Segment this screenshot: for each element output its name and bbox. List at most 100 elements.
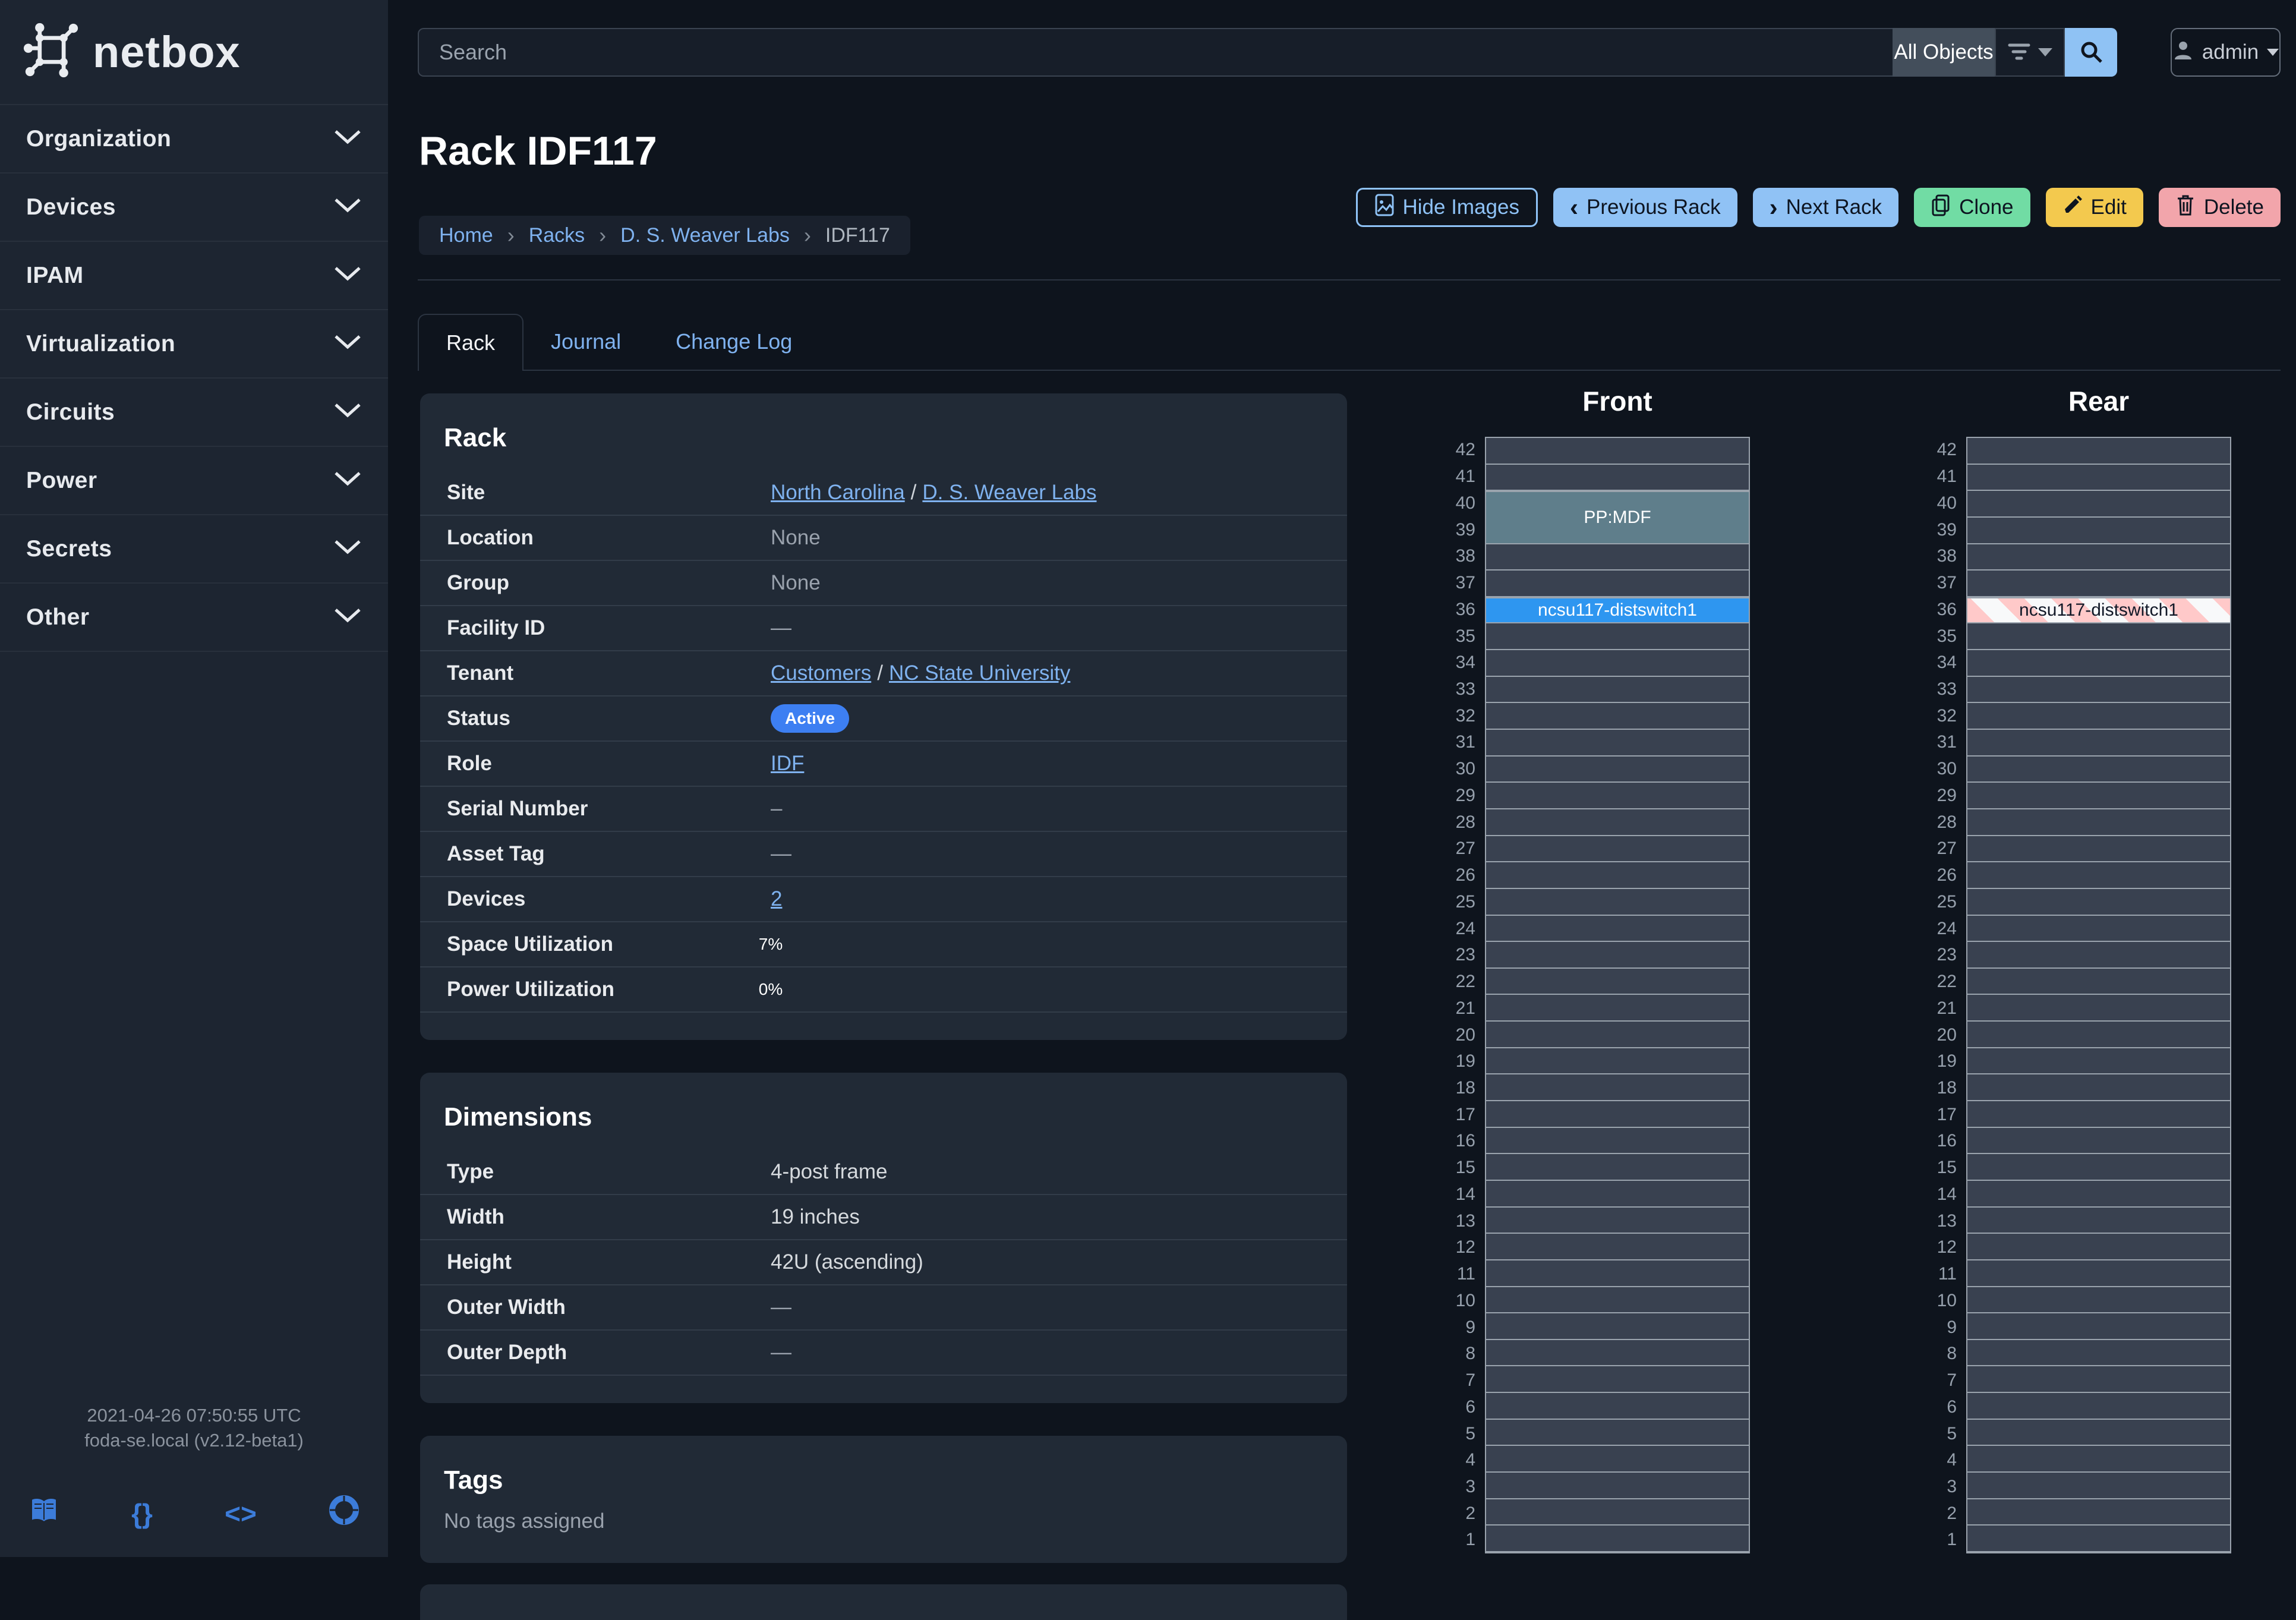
sidebar-footer: 2021-04-26 07:50:55 UTC foda-se.local (v… <box>0 1403 388 1557</box>
rack-unit-slot <box>1486 783 1749 809</box>
support-lifebuoy-icon[interactable] <box>329 1495 359 1532</box>
field-row-space-utilization: Space Utilization 7% <box>420 922 1347 967</box>
unit-number: 27 <box>1928 836 1966 862</box>
unit-number: 19 <box>1928 1048 1966 1075</box>
edit-button[interactable]: Edit <box>2046 188 2143 227</box>
unit-number: 33 <box>1928 676 1966 703</box>
sidebar-item-devices[interactable]: Devices <box>0 174 388 242</box>
sidebar-item-label: Devices <box>26 194 116 220</box>
tab-change-log[interactable]: Change Log <box>648 314 819 370</box>
chevron-right-icon: › <box>1770 195 1778 220</box>
field-row-serial-number: Serial Number – <box>420 787 1347 832</box>
search-submit-button[interactable] <box>2065 28 2117 77</box>
unit-number: 30 <box>1447 756 1485 783</box>
breadcrumb-site-link[interactable]: D. S. Weaver Labs <box>620 224 790 247</box>
sidebar-item-virtualization[interactable]: Virtualization <box>0 310 388 379</box>
clone-button[interactable]: Clone <box>1914 188 2030 227</box>
rack-unit-slot <box>1967 1128 2230 1155</box>
docs-book-icon[interactable] <box>29 1495 59 1532</box>
tenant-group-link[interactable]: Customers <box>771 661 871 685</box>
rack-device[interactable]: PP:MDF <box>1486 491 1749 544</box>
rack-unit-slot <box>1486 995 1749 1022</box>
site-region-link[interactable]: North Carolina <box>771 481 905 504</box>
unit-number: 7 <box>1447 1367 1485 1394</box>
code-icon[interactable]: <> <box>225 1498 257 1530</box>
sidebar-item-circuits[interactable]: Circuits <box>0 379 388 447</box>
unit-number: 12 <box>1447 1234 1485 1261</box>
sidebar-item-label: Virtualization <box>26 331 175 357</box>
search-filter-button[interactable] <box>1995 28 2065 77</box>
search-input[interactable] <box>418 28 1893 77</box>
tab-rack[interactable]: Rack <box>418 314 523 371</box>
breadcrumb-racks-link[interactable]: Racks <box>529 224 585 247</box>
rack-unit-slot <box>1486 1048 1749 1075</box>
rack-unit-slot <box>1967 1022 2230 1048</box>
sidebar-item-other[interactable]: Other <box>0 584 388 652</box>
field-row-outer-width: Outer Width — <box>420 1285 1347 1331</box>
tab-journal[interactable]: Journal <box>523 314 648 370</box>
unit-number: 23 <box>1447 942 1485 969</box>
role-link[interactable]: IDF <box>771 752 804 775</box>
previous-rack-button[interactable]: ‹ Previous Rack <box>1553 188 1737 227</box>
site-link[interactable]: D. S. Weaver Labs <box>922 481 1096 504</box>
sidebar-item-label: Power <box>26 468 97 494</box>
unit-number: 13 <box>1928 1208 1966 1234</box>
unit-number: 13 <box>1447 1208 1485 1234</box>
netbox-logo-icon <box>23 22 80 82</box>
value-separator: / <box>877 661 883 685</box>
unit-number: 11 <box>1928 1261 1966 1288</box>
sidebar-item-secrets[interactable]: Secrets <box>0 515 388 584</box>
field-label: Status <box>447 707 771 730</box>
api-braces-icon[interactable]: {} <box>131 1498 153 1530</box>
brand[interactable]: netbox <box>0 0 388 104</box>
unit-number: 12 <box>1928 1234 1966 1261</box>
next-rack-button[interactable]: › Next Rack <box>1753 188 1898 227</box>
rack-unit-slot <box>1967 1499 2230 1526</box>
front-rack-grid: PP:MDF ncsu117-distswitch1 <box>1485 437 1750 1553</box>
field-label: Outer Width <box>447 1296 771 1319</box>
rack-unit-slot <box>1967 650 2230 677</box>
filter-lines-icon <box>2007 42 2031 64</box>
unit-number: 18 <box>1447 1075 1485 1102</box>
hide-images-button[interactable]: Hide Images <box>1356 188 1538 227</box>
field-label: Devices <box>447 887 771 911</box>
rack-unit-slot <box>1486 571 1749 597</box>
rack-unit-slot <box>1486 1473 1749 1499</box>
search-scope-button[interactable]: All Objects <box>1893 28 1995 77</box>
rack-unit-slot <box>1967 1526 2230 1552</box>
unit-number: 35 <box>1447 623 1485 650</box>
breadcrumb-home-link[interactable]: Home <box>439 224 493 247</box>
unit-number: 16 <box>1928 1128 1966 1155</box>
rack-unit-slot <box>1486 730 1749 757</box>
rack-unit-slot <box>1967 1101 2230 1128</box>
unit-number: 8 <box>1928 1341 1966 1367</box>
field-label: Group <box>447 571 771 595</box>
rear-rack-grid: ncsu117-distswitch1 <box>1966 437 2231 1553</box>
rack-panel: Rack Site North Carolina/D. S. Weaver La… <box>420 393 1347 1040</box>
sidebar-item-ipam[interactable]: IPAM <box>0 242 388 310</box>
unit-number: 34 <box>1928 650 1966 676</box>
rack-unit-slot <box>1486 836 1749 863</box>
unit-number: 22 <box>1447 969 1485 995</box>
sidebar-item-power[interactable]: Power <box>0 447 388 515</box>
caret-down-icon <box>2267 49 2279 56</box>
rack-device[interactable]: ncsu117-distswitch1 <box>1967 597 2230 624</box>
unit-number: 7 <box>1928 1367 1966 1394</box>
rack-unit-slot <box>1486 1154 1749 1181</box>
delete-button[interactable]: Delete <box>2159 188 2281 227</box>
rack-device[interactable]: ncsu117-distswitch1 <box>1486 597 1749 624</box>
tenant-link[interactable]: NC State University <box>889 661 1070 685</box>
value-separator: / <box>911 481 917 504</box>
unit-number: 19 <box>1447 1048 1485 1075</box>
rack-unit-slot <box>1967 677 2230 704</box>
tags-empty-text: No tags assigned <box>420 1505 1347 1551</box>
rack-unit-slot <box>1486 1446 1749 1473</box>
unit-number: 8 <box>1447 1341 1485 1367</box>
user-menu-button[interactable]: admin <box>2171 28 2281 77</box>
sidebar-item-organization[interactable]: Organization <box>0 105 388 174</box>
rack-unit-slot <box>1967 783 2230 809</box>
breadcrumb-separator: › <box>599 223 606 248</box>
unit-number: 27 <box>1447 836 1485 862</box>
devices-count-link[interactable]: 2 <box>771 887 782 910</box>
